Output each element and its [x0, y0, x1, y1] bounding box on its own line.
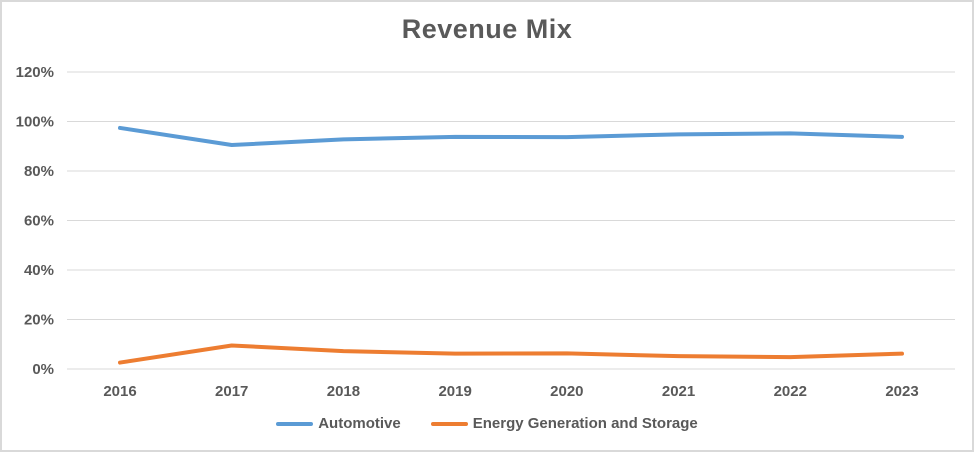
x-axis-tick-label: 2023 — [885, 383, 918, 400]
chart-legend: Automotive Energy Generation and Storage — [2, 415, 972, 432]
x-axis-tick-label: 2022 — [774, 383, 807, 400]
legend-item-automotive: Automotive — [276, 415, 401, 432]
x-axis-tick-label: 2018 — [327, 383, 360, 400]
x-axis-tick-label: 2021 — [662, 383, 695, 400]
x-axis-tick-label: 2020 — [550, 383, 583, 400]
y-axis-tick-label: 60% — [24, 213, 54, 230]
y-axis-tick-label: 0% — [32, 361, 54, 378]
series-line-energy-generation-and-storage — [118, 343, 904, 365]
x-axis-tick-label: 2019 — [438, 383, 471, 400]
automotive-line-swatch-icon — [276, 421, 314, 426]
y-axis-tick-label: 100% — [16, 114, 54, 131]
x-axis-tick-label: 2017 — [215, 383, 248, 400]
chart-title: Revenue Mix — [401, 14, 573, 44]
y-axis-tick-label: 20% — [24, 312, 54, 329]
legend-item-energy-generation-and-storage: Energy Generation and Storage — [430, 415, 698, 432]
y-axis-tick-label: 80% — [24, 163, 54, 180]
legend-label-energy-generation-and-storage: Energy Generation and Storage — [472, 415, 698, 432]
series-line-automotive — [118, 125, 904, 148]
x-axis-tick-label: 2016 — [103, 383, 136, 400]
energy-line-swatch-icon — [430, 421, 468, 426]
y-axis-tick-label: 40% — [24, 262, 54, 279]
y-axis-tick-label: 120% — [16, 64, 54, 81]
legend-label-automotive: Automotive — [318, 415, 401, 432]
